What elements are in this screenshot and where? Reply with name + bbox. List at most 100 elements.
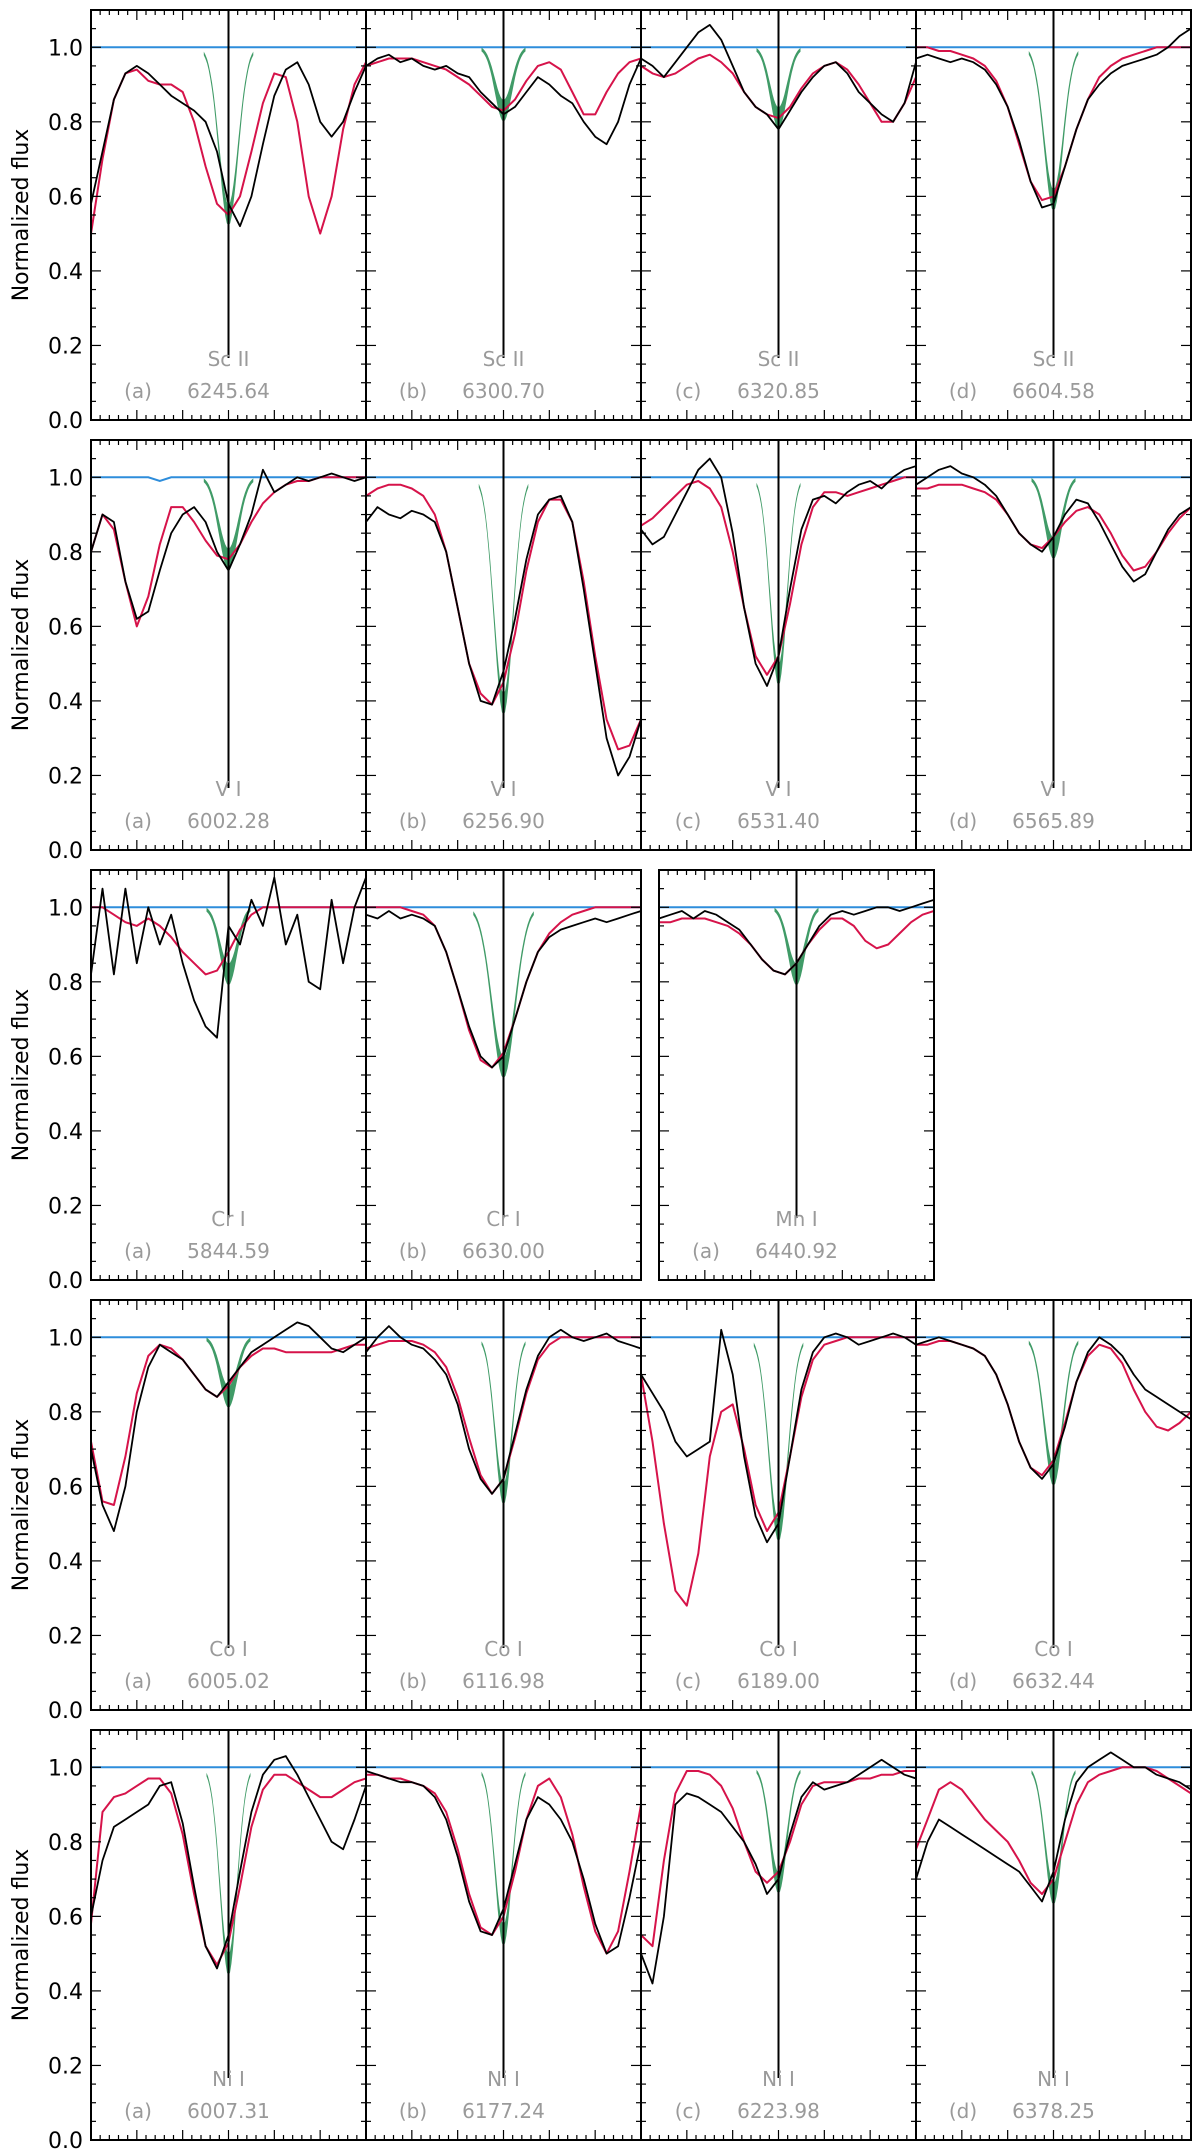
spectrum-panel: Cr I (a) 5844.59: [90, 869, 367, 1281]
y-tick-label: 0.4: [48, 260, 83, 285]
species-label: Co I: [209, 1637, 247, 1661]
wavelength-label: 6177.24: [462, 2099, 545, 2123]
wavelength-label: 6632.44: [1012, 1669, 1095, 1693]
y-axis-label: Normalized flux: [9, 989, 34, 1162]
panel-letter: (a): [124, 1669, 152, 1693]
panel-letter: (b): [399, 379, 427, 403]
panel-plot-area: [916, 10, 1191, 358]
species-label: Sc II: [483, 347, 525, 371]
panel-frame: [915, 1729, 1192, 2141]
wavelength-label: 6440.92: [755, 1239, 838, 1263]
panel-plot-area: [91, 1730, 366, 2078]
y-tick-label: 0.2: [48, 334, 83, 359]
panel-plot-area: [916, 440, 1191, 788]
abundance-uncertainty-band: [1028, 51, 1079, 211]
panel-letter: (d): [949, 2099, 977, 2123]
species-label: Ni I: [212, 2067, 245, 2091]
panel-letter: (c): [675, 379, 702, 403]
panel-plot-area: [641, 440, 916, 788]
wavelength-label: 6245.64: [187, 379, 270, 403]
species-label: V I: [491, 777, 517, 801]
panel-plot-area: [916, 1730, 1191, 2078]
wavelength-label: 6378.25: [1012, 2099, 1095, 2123]
y-tick-label: 0.8: [48, 971, 83, 996]
panel-letter: (c): [675, 2099, 702, 2123]
y-tick-label: 0.2: [48, 1194, 83, 1219]
panel-plot-area: [366, 10, 641, 358]
y-tick-label: 0.2: [48, 764, 83, 789]
y-tick-label: 0.2: [48, 2054, 83, 2079]
y-tick-label: 0.6: [48, 185, 83, 210]
panel-letter: (d): [949, 379, 977, 403]
species-label: Cr I: [211, 1207, 245, 1231]
spectrum-panel: Ni I (c) 6223.98: [640, 1729, 917, 2141]
panel-letter: (a): [124, 379, 152, 403]
y-tick-label: 0.4: [48, 690, 83, 715]
y-tick-label: 1.0: [48, 1756, 83, 1781]
panel-plot-area: [366, 1300, 641, 1648]
panel-frame: [658, 869, 935, 1281]
y-tick-label: 1.0: [48, 36, 83, 61]
panel-plot-area: [91, 870, 366, 1218]
species-label: Sc II: [1033, 347, 1075, 371]
panel-letter: (c): [675, 1669, 702, 1693]
wavelength-label: 6002.28: [187, 809, 270, 833]
panel-frame: [915, 9, 1192, 421]
spectrum-panel: Co I (c) 6189.00: [640, 1299, 917, 1711]
panel-plot-area: [366, 440, 641, 788]
abundance-uncertainty-band: [481, 1771, 526, 1946]
panel-letter: (a): [124, 2099, 152, 2123]
spectrum-panel: Sc II (a) 6245.64: [90, 9, 367, 421]
panel-frame: [915, 1299, 1192, 1711]
species-label: Cr I: [486, 1207, 520, 1231]
panel-plot-area: [91, 10, 366, 358]
wavelength-label: 6189.00: [737, 1669, 820, 1693]
y-axis-label: Normalized flux: [9, 129, 34, 302]
panel-plot-area: [366, 870, 641, 1218]
spectrum-panel: Sc II (b) 6300.70: [365, 9, 642, 421]
y-tick-label: 0.2: [48, 1624, 83, 1649]
panel-letter: (c): [675, 809, 702, 833]
abundance-uncertainty-band: [206, 1772, 251, 1976]
panel-letter: (b): [399, 2099, 427, 2123]
spectrum-panel: Ni I (d) 6378.25: [915, 1729, 1192, 2141]
species-label: Co I: [759, 1637, 797, 1661]
y-tick-label: 0.0: [48, 1699, 83, 1724]
abundance-uncertainty-band: [203, 51, 254, 226]
y-tick-label: 0.6: [48, 1905, 83, 1930]
wavelength-label: 6007.31: [187, 2099, 270, 2123]
spectrum-panel: Ni I (a) 6007.31: [90, 1729, 367, 2141]
panel-plot-area: [641, 1300, 916, 1648]
wavelength-label: 6223.98: [737, 2099, 820, 2123]
panel-plot-area: [641, 10, 916, 358]
y-axis-label: Normalized flux: [9, 1419, 34, 1592]
species-label: Ni I: [762, 2067, 795, 2091]
spectrum-panel: Co I (b) 6116.98: [365, 1299, 642, 1711]
wavelength-label: 6256.90: [462, 809, 545, 833]
y-tick-label: 0.4: [48, 1550, 83, 1575]
y-tick-label: 0.0: [48, 409, 83, 434]
panel-plot-area: [641, 1730, 916, 2078]
panel-letter: (d): [949, 809, 977, 833]
species-label: V I: [1041, 777, 1067, 801]
y-tick-label: 0.0: [48, 839, 83, 864]
species-label: Ni I: [487, 2067, 520, 2091]
wavelength-label: 6604.58: [1012, 379, 1095, 403]
species-label: Sc II: [758, 347, 800, 371]
spectrum-panel: Mn I (a) 6440.92: [658, 869, 935, 1281]
y-tick-label: 0.6: [48, 1475, 83, 1500]
y-axis-label: Normalized flux: [9, 1849, 34, 2022]
panel-letter: (b): [399, 1669, 427, 1693]
abundance-uncertainty-band: [481, 1341, 526, 1505]
panel-frame: [915, 439, 1192, 851]
abundance-uncertainty-band: [753, 1342, 804, 1542]
y-tick-label: 0.8: [48, 111, 83, 136]
panel-letter: (a): [124, 1239, 152, 1263]
panel-letter: (b): [399, 1239, 427, 1263]
species-label: Mn I: [775, 1207, 817, 1231]
spectrum-panel: Sc II (c) 6320.85: [640, 9, 917, 421]
spectrum-panel: V I (a) 6002.28: [90, 439, 367, 851]
spectrum-panel: Cr I (b) 6630.00: [365, 869, 642, 1281]
y-tick-label: 0.0: [48, 2129, 83, 2153]
